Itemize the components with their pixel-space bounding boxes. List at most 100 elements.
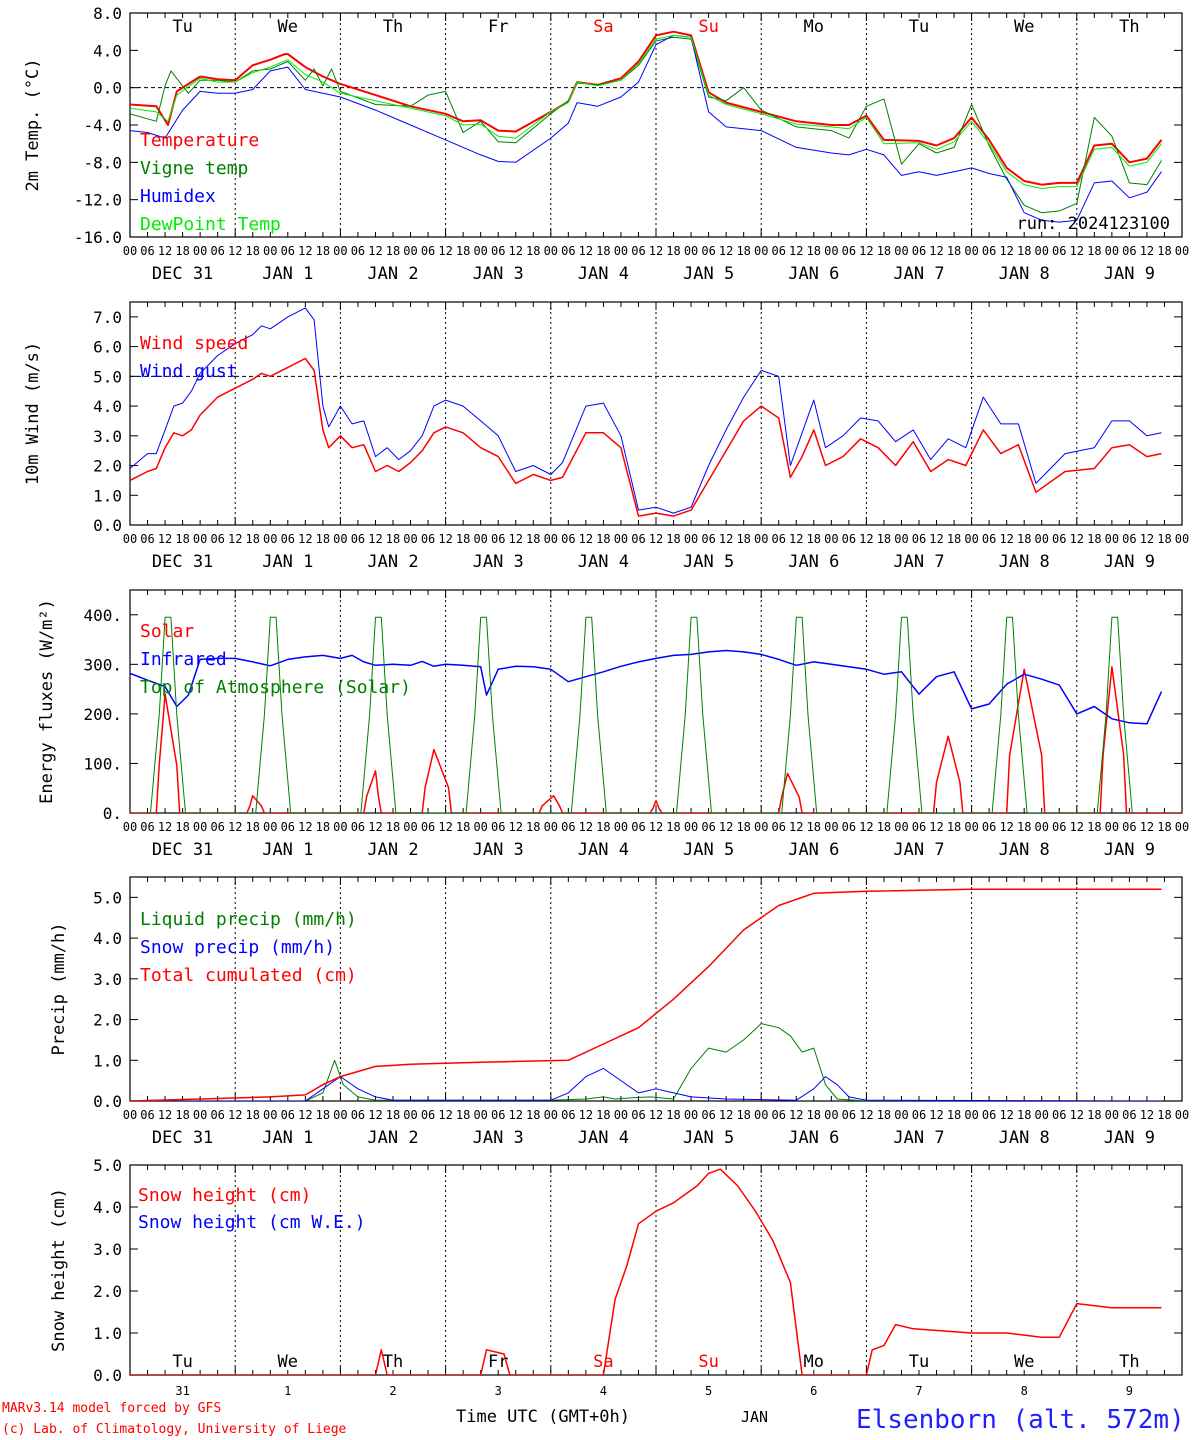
hour-tick-label: 18 [666, 244, 680, 258]
hour-tick-label: 00 [473, 244, 487, 258]
hour-tick-label: 18 [246, 532, 260, 546]
hour-tick-label: 06 [421, 532, 435, 546]
hour-tick-label: 06 [912, 820, 926, 834]
hour-tick-label: 18 [807, 532, 821, 546]
hour-tick-label: 06 [491, 244, 505, 258]
hour-tick-label: 12 [1140, 244, 1154, 258]
hour-tick-label: 00 [684, 244, 698, 258]
y-tick-label: 200. [83, 705, 122, 724]
y-tick-label: 5.0 [93, 367, 122, 386]
hour-tick-label: 12 [929, 244, 943, 258]
day-of-week-label: Fr [488, 17, 508, 37]
hour-tick-label: 00 [824, 1108, 838, 1122]
date-label: JAN 8 [999, 552, 1050, 572]
day-number-label: 6 [810, 1384, 817, 1398]
date-label: JAN 3 [473, 840, 524, 860]
hour-tick-label: 12 [929, 532, 943, 546]
series-line [130, 649, 1163, 725]
hour-tick-label: 06 [842, 820, 856, 834]
date-label: JAN 7 [893, 1128, 944, 1148]
hour-tick-label: 12 [368, 1108, 382, 1122]
hour-tick-label: 12 [579, 532, 593, 546]
hour-tick-label: 12 [368, 532, 382, 546]
hour-tick-label: 12 [789, 244, 803, 258]
hour-tick-label: 00 [193, 820, 207, 834]
hour-tick-label: 12 [298, 244, 312, 258]
hour-tick-label: 06 [421, 244, 435, 258]
hour-tick-label: 18 [1087, 532, 1101, 546]
hour-tick-label: 18 [666, 1108, 680, 1122]
hour-tick-label: 18 [316, 1108, 330, 1122]
hour-tick-label: 06 [351, 244, 365, 258]
hour-tick-label: 06 [1122, 1108, 1136, 1122]
hour-tick-label: 12 [579, 1108, 593, 1122]
y-axis-label: 10m Wind (m/s) [23, 342, 43, 485]
hour-tick-label: 06 [701, 1108, 715, 1122]
hour-tick-label: 18 [246, 244, 260, 258]
hour-tick-label: 18 [807, 1108, 821, 1122]
y-tick-label: 8.0 [93, 4, 122, 23]
hour-tick-label: 06 [631, 244, 645, 258]
hour-tick-label: 00 [263, 1108, 277, 1122]
run-label: run: 2024123100 [1016, 214, 1170, 234]
hour-tick-label: 12 [719, 244, 733, 258]
day-number-label: 4 [600, 1384, 607, 1398]
hour-tick-label: 00 [544, 1108, 558, 1122]
hour-tick-label: 06 [351, 532, 365, 546]
date-label: JAN 1 [262, 840, 313, 860]
date-label: JAN 4 [578, 1128, 629, 1148]
date-label: JAN 9 [1104, 1128, 1155, 1148]
hour-tick-label: 06 [1122, 532, 1136, 546]
legend-entry: Infrared [140, 649, 227, 670]
date-label: JAN 7 [893, 840, 944, 860]
hour-tick-label: 00 [333, 244, 347, 258]
date-label: JAN 2 [367, 264, 418, 284]
hour-tick-label: 18 [386, 532, 400, 546]
y-tick-label: 100. [83, 754, 122, 773]
y-tick-label: 2.0 [93, 1282, 122, 1301]
y-tick-label: 4.0 [93, 397, 122, 416]
hour-tick-label: 18 [596, 820, 610, 834]
hour-tick-label: 00 [1035, 532, 1049, 546]
legend-entry: Wind gust [140, 361, 238, 382]
hour-tick-label: 12 [999, 1108, 1013, 1122]
hour-tick-label: 00 [754, 244, 768, 258]
hour-tick-label: 18 [947, 1108, 961, 1122]
date-label: JAN 9 [1104, 840, 1155, 860]
date-label: JAN 6 [788, 840, 839, 860]
hour-tick-label: 00 [964, 244, 978, 258]
hour-tick-label: 12 [509, 244, 523, 258]
y-tick-label: -16.0 [74, 228, 122, 247]
hour-tick-label: 00 [193, 1108, 207, 1122]
panel-1: 8.0 4.0 0.0 -4.0 -8.0 -12.0 -16.0 2m Temp. (°C)… [23, 4, 1189, 284]
panel-2: 0.0 1.0 2.0 3.0 4.0 5.0 6.0 7.0 10m Wind (m/s) 00… [23, 301, 1189, 572]
footer-credit-lab: (c) Lab. of Climatology, University of L… [2, 1422, 347, 1437]
hour-tick-label: 00 [544, 820, 558, 834]
hour-tick-label: 06 [281, 532, 295, 546]
hour-tick-label: 06 [140, 1108, 154, 1122]
date-label: JAN 5 [683, 840, 734, 860]
date-label: JAN 8 [999, 1128, 1050, 1148]
hour-tick-label: 12 [649, 244, 663, 258]
series-line [130, 34, 1162, 223]
hour-tick-label: 06 [982, 820, 996, 834]
date-label: JAN 8 [999, 264, 1050, 284]
date-label: JAN 7 [893, 552, 944, 572]
hour-tick-label: 00 [684, 820, 698, 834]
date-label: JAN 6 [788, 264, 839, 284]
day-of-week-label: Th [1119, 1352, 1139, 1372]
hour-tick-label: 12 [298, 1108, 312, 1122]
hour-tick-label: 18 [596, 1108, 610, 1122]
hour-tick-label: 00 [1105, 244, 1119, 258]
hour-tick-label: 06 [1052, 1108, 1066, 1122]
y-tick-label: 0. [103, 804, 122, 823]
hour-tick-label: 18 [596, 532, 610, 546]
hour-tick-label: 18 [175, 1108, 189, 1122]
day-of-week-label: Fr [488, 1352, 508, 1372]
date-label: JAN 6 [788, 552, 839, 572]
hour-tick-label: 12 [999, 532, 1013, 546]
hour-tick-label: 12 [929, 820, 943, 834]
y-tick-label: 6.0 [93, 338, 122, 357]
day-of-week-label: Tu [172, 17, 192, 37]
hour-tick-label: 00 [754, 1108, 768, 1122]
